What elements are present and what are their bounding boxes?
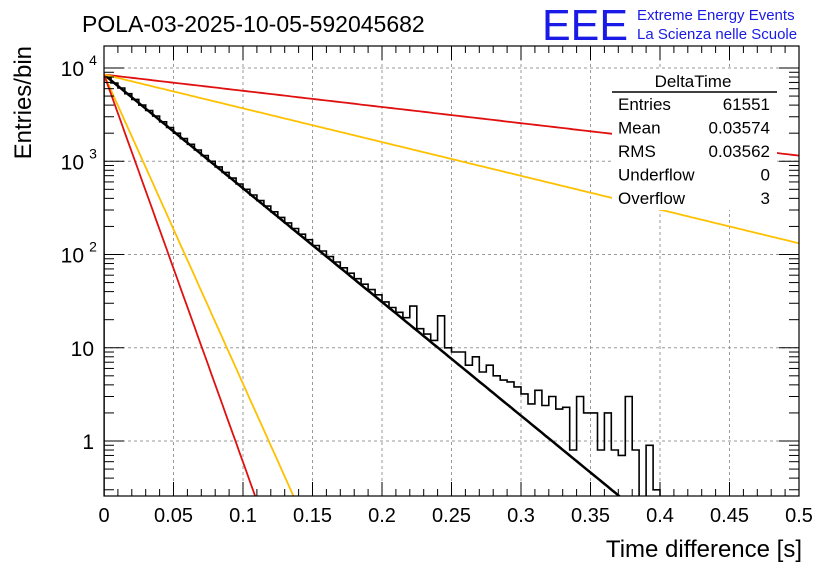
stats-box-bg <box>612 70 777 210</box>
y-tick-exponent: 4 <box>89 52 97 68</box>
y-tick-label: 10 <box>61 245 84 268</box>
eee-logo-line1: Extreme Energy Events <box>637 7 795 24</box>
stats-value: 0.03574 <box>709 119 770 138</box>
y-tick-exponent: 3 <box>89 145 97 161</box>
stats-label: Mean <box>618 119 661 138</box>
x-tick-label: 0 <box>98 505 109 527</box>
plot-frame <box>103 45 800 497</box>
y-tick-label: 10 <box>61 58 84 81</box>
stats-title: DeltaTime <box>655 72 732 91</box>
stats-value: 3 <box>761 189 770 208</box>
curve-slow-orange <box>104 73 799 245</box>
x-tick-label: 0.1 <box>229 505 257 527</box>
stats-value: 61551 <box>723 95 770 114</box>
eee-logo: EEE Extreme Energy Events La Scienza nel… <box>542 1 797 50</box>
y-axis-label: Entries/bin <box>10 46 37 159</box>
x-tick-label: 0.5 <box>785 505 813 527</box>
stats-box: DeltaTime Entries 61551 Mean 0.03574 RMS 0.03… <box>612 70 777 210</box>
stats-label: RMS <box>618 142 656 161</box>
x-tick-label: 0.05 <box>154 505 193 527</box>
stats-label: Underflow <box>618 166 695 185</box>
grid <box>104 46 799 496</box>
stats-label: Entries <box>618 95 671 114</box>
y-tick-label: 10 <box>61 151 84 174</box>
histogram-steps <box>104 77 661 496</box>
x-tick-label: 0.3 <box>507 505 535 527</box>
stats-label: Overflow <box>618 189 686 208</box>
chart-title: POLA-03-2025-10-05-592045682 <box>82 11 425 37</box>
y-tick-label: 10 <box>71 338 94 361</box>
y-tick-label: 1 <box>82 431 94 454</box>
stats-value: 0.03562 <box>709 142 770 161</box>
x-tick-label: 0.15 <box>293 505 332 527</box>
curve-fast-orange <box>104 74 295 496</box>
x-tick-label: 0.4 <box>646 505 674 527</box>
x-tick-label: 0.45 <box>710 505 749 527</box>
x-tick-label: 0.35 <box>571 505 610 527</box>
curve-fit <box>104 73 622 496</box>
eee-logo-line2: La Scienza nelle Scuole <box>637 26 797 43</box>
eee-logo-mark: EEE <box>542 1 628 50</box>
curve-fast-red <box>104 74 257 496</box>
x-tick-label: 0.25 <box>432 505 471 527</box>
y-tick-exponent: 2 <box>89 239 97 255</box>
stats-rows: Entries 61551 Mean 0.03574 RMS 0.03562 Underfl… <box>618 95 770 208</box>
x-axis-label: Time difference [s] <box>606 536 802 563</box>
x-tick-label: 0.2 <box>368 505 396 527</box>
stats-value: 0 <box>761 166 770 185</box>
axes: 0 0.05 0.1 0.15 0.2 0.25 0.3 0.35 0.4 0.45 0.5 1 10 1… <box>61 46 813 527</box>
